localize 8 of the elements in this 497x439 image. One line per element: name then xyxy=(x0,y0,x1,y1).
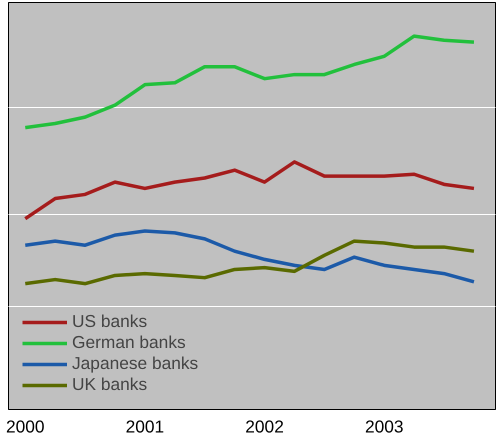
x-tick-label: 2002 xyxy=(245,416,284,436)
legend-label: Japanese banks xyxy=(72,353,198,374)
legend-label: US banks xyxy=(72,311,148,332)
x-tick-label: 2000 xyxy=(6,416,45,436)
legend-label: UK banks xyxy=(72,374,148,395)
x-tick-label: 2001 xyxy=(126,416,164,436)
x-tick-label: 2003 xyxy=(364,416,404,436)
legend-label: German banks xyxy=(72,332,186,353)
